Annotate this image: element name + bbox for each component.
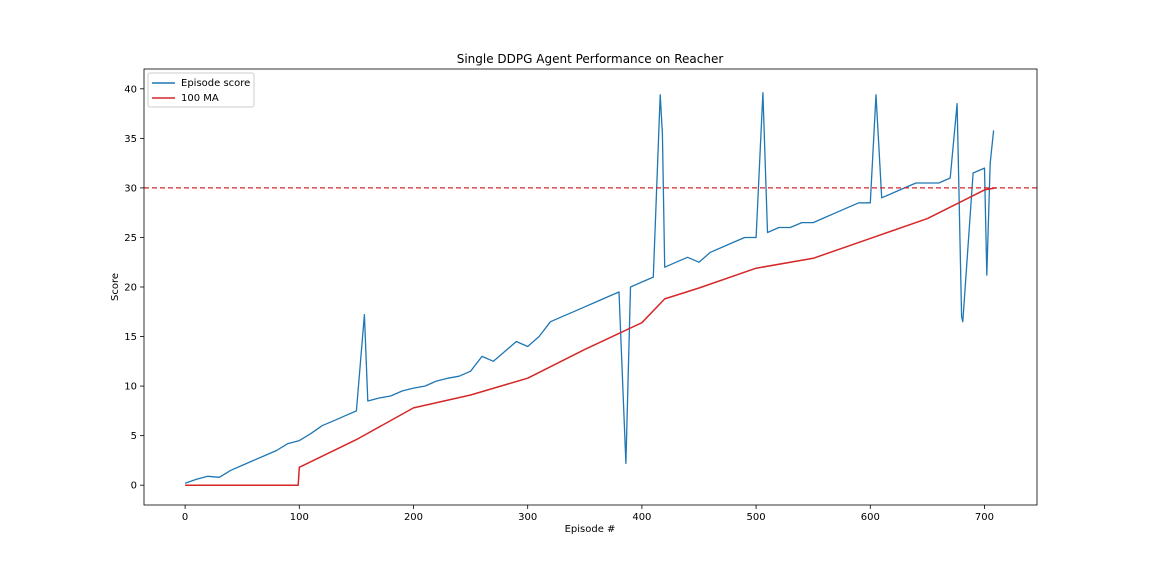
- legend: Episode score 100 MA: [147, 72, 255, 108]
- series-line-100-ma: [185, 187, 997, 486]
- x-tick-label: 200: [404, 512, 423, 523]
- legend-label-100-ma: 100 MA: [181, 93, 219, 104]
- x-tick-label: 700: [975, 512, 994, 523]
- x-tick-label: 300: [518, 512, 537, 523]
- y-tick-label: 35: [124, 134, 137, 145]
- series-line-episode-score: [184, 92, 995, 484]
- x-tick-label: 400: [632, 512, 651, 523]
- legend-label-episode-score: Episode score: [181, 78, 250, 89]
- y-axis-label: Score: [110, 273, 121, 301]
- x-tick-label: 500: [747, 512, 766, 523]
- y-tick-label: 20: [124, 283, 137, 294]
- y-tick-label: 10: [124, 382, 137, 393]
- x-tick-label: 0: [182, 512, 188, 523]
- x-tick-label: 100: [290, 512, 309, 523]
- y-tick-label: 30: [124, 183, 137, 194]
- y-tick-label: 5: [131, 431, 137, 442]
- y-tick-label: 15: [124, 332, 137, 343]
- x-tick-label: 600: [861, 512, 880, 523]
- x-axis-label: Episode #: [565, 524, 616, 535]
- chart-title: Single DDPG Agent Performance on Reacher: [457, 52, 724, 66]
- y-tick-label: 25: [124, 233, 137, 244]
- y-tick-label: 0: [131, 481, 137, 492]
- y-tick-label: 40: [124, 84, 137, 95]
